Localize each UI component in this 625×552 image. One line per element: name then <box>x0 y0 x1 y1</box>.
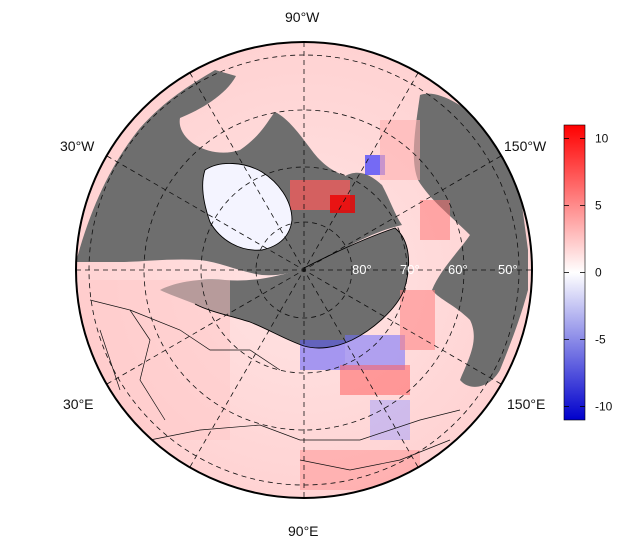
land-arctic-ocean-mask <box>160 228 409 348</box>
graticule <box>76 42 532 498</box>
lat-label-70: 70° <box>400 262 420 277</box>
land-greenland <box>202 163 292 251</box>
map-disk <box>76 42 532 498</box>
lon-label-left-upper: 30°W <box>60 138 95 154</box>
anomaly-patches <box>80 120 450 490</box>
coastlines <box>194 163 410 349</box>
lat-label-50: 50° <box>498 262 518 277</box>
colorbar: 10 5 0 -5 -10 <box>563 124 613 421</box>
lat-label-60: 60° <box>448 262 468 277</box>
colorbar-ticks: 10 5 0 -5 -10 <box>564 131 613 414</box>
lat-label-80: 80° <box>352 262 372 277</box>
lon-label-top: 90°W <box>285 9 320 25</box>
colorbar-tick-label: 0 <box>595 266 602 280</box>
lon-label-bottom: 90°E <box>288 523 319 539</box>
lon-label-left-lower: 30°E <box>63 396 94 412</box>
colorbar-tick-label: 10 <box>595 131 609 145</box>
lon-label-right-lower: 150°E <box>507 396 545 412</box>
colorbar-tick-label: 5 <box>595 198 602 212</box>
colorbar-tick-label: -10 <box>595 400 613 414</box>
colorbar-tick-label: -5 <box>595 333 606 347</box>
lon-label-right-upper: 150°W <box>504 138 547 154</box>
country-borders <box>89 299 461 471</box>
map-border <box>75 41 533 499</box>
land-alaska <box>413 93 528 387</box>
